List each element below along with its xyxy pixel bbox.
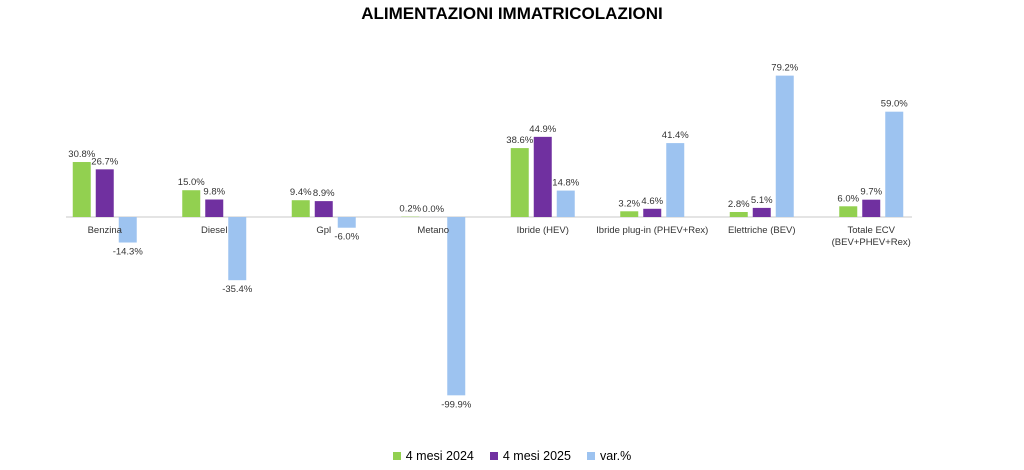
bar-series1 — [72, 162, 91, 217]
category-label: Diesel — [201, 225, 227, 236]
bar-series3 — [775, 75, 794, 218]
chart-title: ALIMENTAZIONI IMMATRICOLAZIONI — [361, 4, 663, 23]
bar-series1 — [182, 190, 201, 217]
bar-series1 — [291, 200, 310, 217]
bar-series2 — [862, 199, 881, 217]
bar-series1 — [620, 211, 639, 217]
data-label: 30.8% — [68, 149, 95, 160]
data-label: 9.7% — [860, 187, 882, 198]
legend-item: 4 mesi 2024 — [392, 449, 474, 463]
data-label: 0.0% — [422, 204, 444, 215]
bar-series2 — [95, 169, 114, 217]
data-label: 8.9% — [313, 188, 335, 199]
legend-label: 4 mesi 2024 — [405, 449, 474, 463]
data-label: 26.7% — [91, 156, 118, 167]
bar-series3 — [447, 217, 466, 396]
bar-series3 — [885, 111, 904, 217]
legend-swatch — [489, 452, 498, 460]
category-label: Gpl — [316, 225, 331, 236]
bar-series3 — [666, 143, 685, 217]
data-label: 38.6% — [506, 135, 533, 146]
bar-series3 — [337, 217, 356, 228]
data-label: -6.0% — [334, 232, 359, 243]
data-label: 3.2% — [618, 198, 640, 209]
bar-series3 — [118, 217, 137, 243]
data-label: 9.8% — [203, 187, 225, 198]
data-label: 44.9% — [529, 124, 556, 135]
bar-series1 — [729, 212, 748, 217]
data-label: 41.4% — [662, 130, 689, 141]
data-label: 4.6% — [641, 196, 663, 207]
category-label: Ibride plug-in (PHEV+Rex) — [596, 225, 708, 236]
bar-series2 — [643, 208, 662, 217]
bar-series3 — [228, 217, 247, 281]
data-label: 2.8% — [728, 199, 750, 210]
bar-series2 — [533, 136, 552, 217]
chart-legend: 4 mesi 2024 4 mesi 2025 var.% — [0, 449, 1024, 463]
data-label: 9.4% — [290, 187, 312, 198]
data-label: -14.3% — [113, 247, 144, 258]
legend-label: var.% — [599, 449, 632, 463]
legend-swatch — [586, 452, 595, 460]
legend-item: 4 mesi 2025 — [489, 449, 571, 463]
category-label: Ibride (HEV) — [517, 225, 569, 236]
legend-item: var.% — [586, 449, 632, 463]
data-label: 6.0% — [837, 193, 859, 204]
data-label: 0.2% — [399, 204, 421, 215]
category-label: (BEV+PHEV+Rex) — [832, 237, 911, 248]
legend-label: 4 mesi 2025 — [502, 449, 571, 463]
data-label: 15.0% — [178, 177, 205, 188]
bar-series1 — [510, 148, 529, 217]
category-label: Metano — [417, 225, 449, 236]
data-label: -35.4% — [222, 284, 253, 295]
data-label: 59.0% — [881, 99, 908, 110]
bar-series2 — [752, 207, 771, 217]
data-label: -99.9% — [441, 399, 472, 410]
legend-swatch — [392, 452, 401, 460]
data-label: 5.1% — [751, 195, 773, 206]
bar-series1 — [839, 206, 858, 217]
category-label: Elettriche (BEV) — [728, 225, 796, 236]
data-label: 14.8% — [552, 178, 579, 189]
bar-series2 — [205, 199, 224, 217]
bar-series3 — [556, 190, 575, 217]
data-label: 79.2% — [771, 63, 798, 74]
category-label: Benzina — [88, 225, 123, 236]
bar-series2 — [314, 201, 333, 217]
category-label: Totale ECV — [847, 225, 895, 236]
